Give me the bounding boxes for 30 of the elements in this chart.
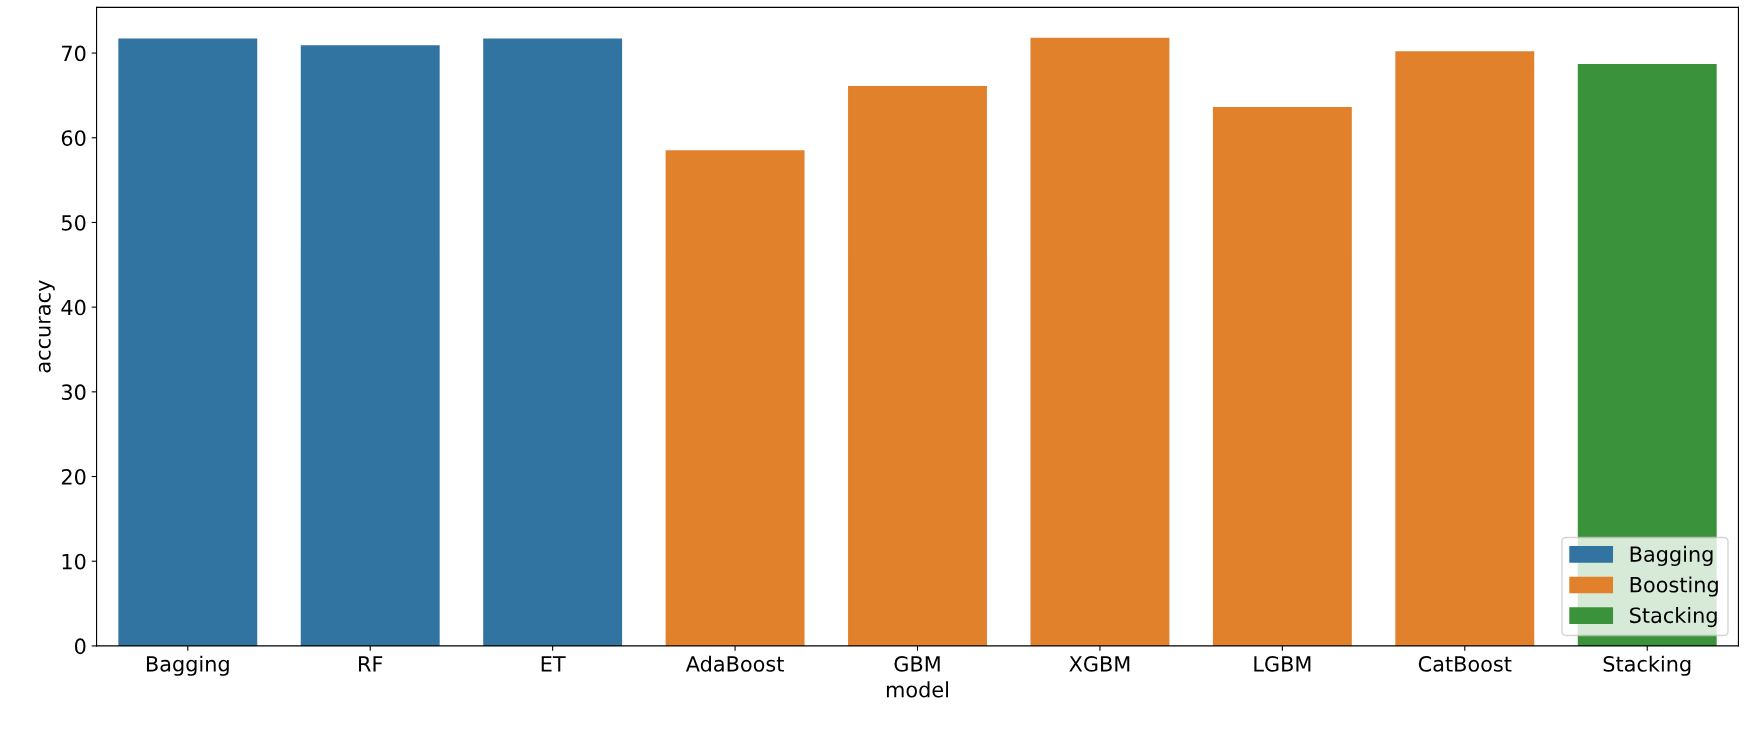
y-tick-label: 0 bbox=[74, 638, 86, 655]
x-tick-label: GBM bbox=[894, 656, 940, 672]
x-axis-title: model bbox=[886, 681, 948, 698]
x-tick-label: CatBoost bbox=[1418, 656, 1512, 672]
bar bbox=[1212, 107, 1352, 646]
bar bbox=[1395, 51, 1535, 646]
bar bbox=[1030, 37, 1170, 646]
y-tick-label: 60 bbox=[61, 130, 86, 146]
x-tick-label: XGBM bbox=[1069, 656, 1130, 672]
x-tick-label: Bagging bbox=[146, 655, 229, 676]
bar bbox=[483, 38, 623, 646]
y-tick-label: 10 bbox=[62, 553, 86, 570]
y-tick-label: 30 bbox=[61, 384, 86, 401]
y-tick-label: 20 bbox=[61, 468, 86, 485]
legend-label: Stacking bbox=[1630, 607, 1717, 628]
x-tick-label: LGBM bbox=[1254, 656, 1311, 672]
x-tick-label: RF bbox=[359, 656, 383, 672]
bar bbox=[665, 150, 805, 646]
y-axis-title: accuracy bbox=[38, 280, 55, 373]
y-tick-label: 70 bbox=[62, 45, 86, 62]
x-tick-label: AdaBoost bbox=[685, 655, 784, 672]
bar bbox=[300, 45, 440, 646]
legend-label: Boosting bbox=[1630, 576, 1718, 597]
y-tick-label: 50 bbox=[61, 214, 86, 231]
x-tick-label: Stacking bbox=[1603, 655, 1691, 676]
bar bbox=[118, 38, 258, 646]
legend-label: Bagging bbox=[1630, 545, 1713, 567]
x-tick-label: ET bbox=[541, 656, 566, 672]
bar bbox=[848, 85, 987, 646]
y-tick-label: 40 bbox=[61, 299, 86, 316]
